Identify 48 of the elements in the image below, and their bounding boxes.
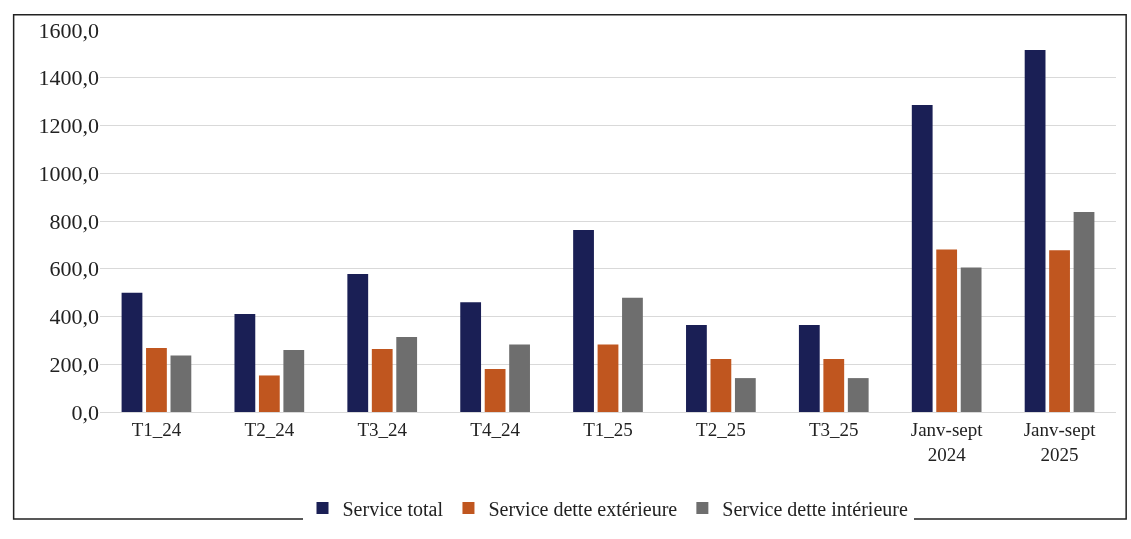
- bar: [686, 325, 707, 412]
- bar: [936, 249, 958, 412]
- y-tick-label: 800,0: [49, 208, 99, 234]
- bar: [371, 348, 393, 412]
- x-tick-label: T1_25: [583, 418, 633, 440]
- bar: [798, 325, 820, 412]
- bar: [347, 274, 369, 412]
- bar: [911, 104, 933, 412]
- bar: [597, 344, 619, 412]
- bar: [258, 375, 280, 412]
- bar: [734, 378, 756, 412]
- bar: [146, 348, 167, 412]
- x-tick-label: T4_24: [470, 418, 521, 440]
- bar: [1049, 250, 1070, 412]
- x-tick-label: T1_24: [131, 418, 182, 440]
- x-tick-label: T3_24: [357, 418, 408, 440]
- legend-label: Service dette extérieure: [488, 497, 678, 520]
- y-tick-label: 600,0: [49, 256, 99, 282]
- bar: [484, 369, 506, 412]
- y-tick-label: 0,0: [71, 399, 99, 425]
- legend-label: Service total: [342, 497, 444, 520]
- x-tick-label: T3_25: [808, 418, 859, 440]
- x-tick-label: T2_24: [244, 418, 295, 440]
- x-tick-label: T2_25: [696, 418, 746, 440]
- y-tick-label: 1200,0: [38, 113, 99, 139]
- y-tick-label: 400,0: [49, 304, 99, 330]
- y-tick-label: 1600,0: [38, 17, 99, 43]
- bar: [710, 359, 732, 412]
- x-tick-label: Janv-sept 2025: [1023, 418, 1097, 465]
- bar: [573, 230, 594, 412]
- bar: [622, 297, 643, 412]
- bar: [121, 292, 143, 412]
- bar: [170, 355, 192, 412]
- x-tick-label: Janv-sept 2024: [910, 418, 984, 465]
- y-tick-label: 1000,0: [38, 160, 99, 186]
- y-tick-label: 200,0: [49, 351, 99, 377]
- legend-label: Service dette intérieure: [722, 497, 908, 520]
- bar: [234, 314, 256, 412]
- bar: [1024, 50, 1046, 412]
- bar: [960, 267, 982, 412]
- bar: [823, 359, 845, 412]
- bar: [396, 337, 418, 412]
- y-tick-label: 1400,0: [38, 65, 99, 91]
- bar: [847, 378, 869, 412]
- bar: [509, 344, 530, 412]
- bar: [460, 302, 482, 412]
- bar: [1073, 211, 1095, 412]
- bar: [283, 349, 305, 412]
